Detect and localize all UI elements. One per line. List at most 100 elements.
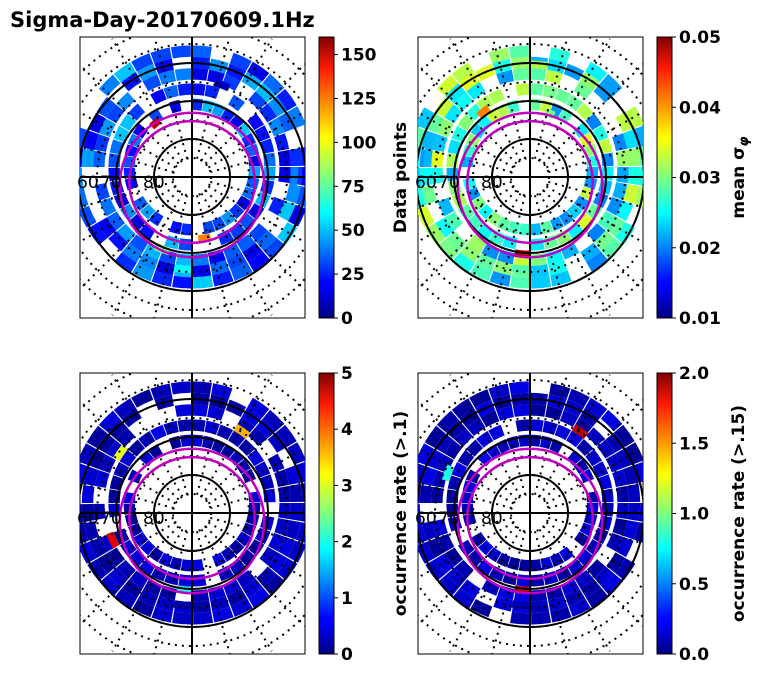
heatmap-cell: [172, 611, 192, 625]
heatmap-cell: [83, 466, 99, 486]
mlt-grid-line: [418, 516, 512, 545]
heatmap-cell: [83, 521, 100, 541]
heatmap-cell: [262, 73, 285, 96]
lat-label: 70: [438, 173, 460, 193]
heatmap-cell: [558, 546, 574, 562]
heatmap-cell: [229, 539, 245, 555]
heatmap-cell: [230, 262, 253, 281]
heatmap-cell: [170, 45, 191, 59]
heatmap-cell: [437, 533, 455, 553]
colorbar-tick-label: 1: [341, 589, 353, 609]
colorbar: [656, 36, 673, 319]
mlt-grid-line: [491, 531, 527, 654]
heatmap-cell: [434, 97, 454, 118]
heatmap-cell: [285, 184, 301, 204]
auroral-boundary-inner: [128, 455, 256, 581]
heatmap-cell: [576, 549, 595, 567]
heatmap-cell: [531, 275, 552, 289]
colorbar-tick-label: 0: [341, 309, 353, 329]
mlt-grid-line: [195, 531, 231, 654]
mlt-grid-line: [195, 37, 231, 159]
heatmap-cell: [573, 417, 593, 436]
heatmap-cell: [531, 611, 552, 625]
heatmap-cell: [476, 104, 491, 119]
heatmap-cell: [518, 223, 530, 236]
mlt-grid-line: [491, 373, 527, 495]
heatmap-cell: [236, 569, 256, 589]
heatmap-cell: [576, 438, 594, 457]
heatmap-cell: [616, 149, 629, 167]
heatmap-cell: [454, 427, 474, 447]
lat-label: 80: [143, 509, 165, 529]
heatmap-cell: [566, 430, 584, 448]
mlt-grid-line: [80, 180, 174, 209]
heatmap-cell: [488, 424, 505, 441]
heatmap-cell: [192, 404, 209, 417]
colorbar-label: Data points: [391, 122, 411, 233]
heatmap-cell: [96, 433, 116, 454]
heatmap-cell: [133, 195, 149, 211]
heatmap-cell: [158, 69, 176, 85]
mlt-grid-line: [204, 525, 305, 627]
heatmap-cell: [229, 52, 252, 72]
mlt-grid-line: [533, 195, 569, 318]
mlt-grid-line: [418, 180, 512, 209]
auroral-boundary-outer: [456, 447, 604, 595]
heatmap-cell: [148, 547, 164, 563]
heatmap-cell: [559, 410, 579, 427]
heatmap-cell: [274, 469, 290, 487]
heatmap-cell: [627, 147, 641, 167]
heatmap-cell: [460, 579, 481, 599]
heatmap-cell: [530, 238, 545, 251]
heatmap-cell: [235, 417, 255, 436]
heatmap-cell: [106, 211, 126, 231]
heatmap-cell: [158, 552, 173, 568]
heatmap-cell: [108, 167, 121, 182]
heatmap-cell: [204, 84, 220, 99]
heatmap-cell: [601, 573, 624, 596]
mlt-grid-line: [418, 63, 518, 165]
colorbar-tick-label: 125: [341, 89, 377, 109]
mlt-grid-line: [200, 38, 273, 162]
heatmap-cell: [466, 549, 484, 568]
heatmap-cell: [236, 195, 252, 211]
heatmap-cell: [192, 45, 212, 59]
auroral-boundary-outer: [118, 447, 266, 595]
mlt-grid-line: [80, 521, 177, 579]
mlt-grid-line: [200, 374, 273, 498]
heatmap-cell: [586, 587, 609, 608]
colorbar-tick-label: 4: [341, 420, 353, 440]
colorbar-tick-label: 0.04: [679, 98, 721, 118]
heatmap-cell: [192, 600, 212, 614]
heatmap-cell: [471, 531, 487, 547]
heatmap-cell: [192, 381, 212, 395]
mlt-grid-line: [542, 189, 643, 291]
lat-label: 70: [438, 509, 460, 529]
heatmap-cell: [530, 559, 542, 572]
heatmap-cell: [142, 74, 162, 92]
heatmap-cell: [278, 167, 291, 184]
heatmap-cell: [612, 182, 628, 200]
heatmap-cell: [542, 84, 558, 99]
mlt-grid-line: [207, 185, 305, 244]
heatmap-cell: [530, 404, 547, 417]
heatmap-cell: [488, 229, 506, 246]
heatmap-cell: [138, 431, 156, 448]
heatmap-cell: [530, 83, 544, 96]
mlt-grid-line: [542, 63, 643, 165]
heatmap-cell: [627, 483, 641, 503]
heatmap-cell: [625, 106, 643, 129]
mlt-grid-line: [449, 38, 522, 162]
mlt-grid-line: [491, 195, 527, 318]
heatmap-cell: [510, 611, 530, 625]
lat-label: 80: [481, 509, 503, 529]
heatmap-cell: [508, 45, 529, 59]
heatmap-cell: [150, 88, 167, 105]
heatmap-cell: [97, 217, 117, 238]
heatmap-cell: [622, 129, 639, 149]
heatmap-cell: [193, 611, 214, 625]
heatmap-cell: [80, 443, 97, 466]
heatmap-cell: [573, 81, 593, 100]
mlt-grid-line: [80, 185, 177, 243]
mlt-grid-line: [80, 447, 177, 505]
